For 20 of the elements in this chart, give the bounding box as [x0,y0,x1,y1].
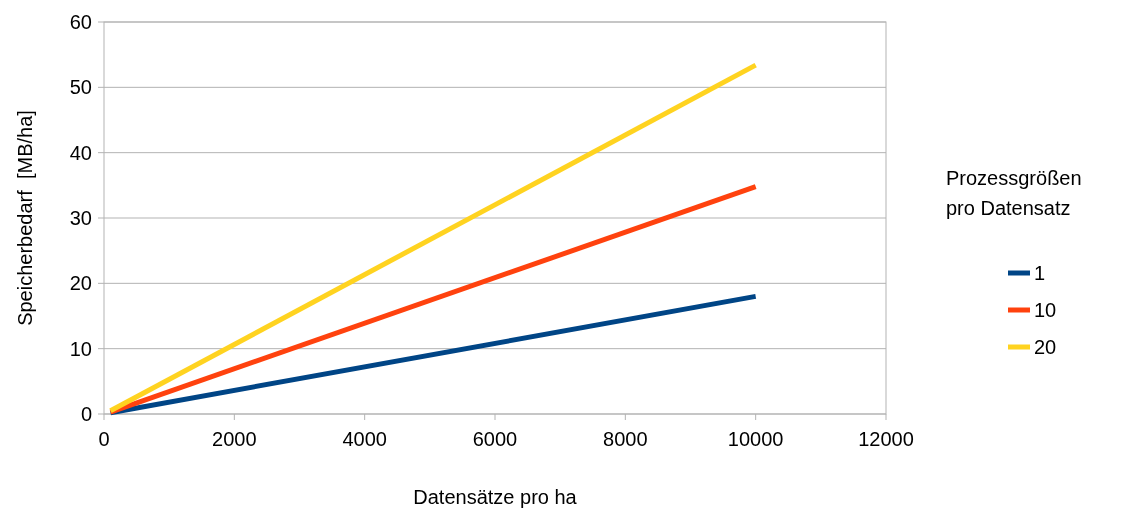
x-tick-label: 10000 [727,428,784,450]
x-axis-title: Datensätze pro ha [413,486,578,508]
y-tick-label: 60 [69,11,92,33]
x-tick-label: 2000 [212,428,257,450]
y-tick-label: 50 [69,76,92,99]
y-tick-label: 20 [69,272,92,295]
legend-label: 20 [1034,336,1057,358]
y-axis-title: Speicherbedarf [MB/ha] [14,110,36,326]
y-tick-label: 0 [80,403,92,425]
x-tick-label: 12000 [858,428,914,450]
legend-title: Prozessgrößen pro Datensatz [946,167,1082,219]
x-tick-label: 8000 [603,428,648,450]
y-tick-label: 30 [69,207,92,229]
x-tick-label: 6000 [472,428,518,450]
y-tick-label: 40 [69,141,92,164]
legend-label: 1 [1034,262,1046,284]
x-tick-label: 0 [98,428,110,450]
legend-label: 10 [1034,299,1057,321]
y-tick-label: 10 [69,337,92,360]
x-tick-label: 4000 [342,428,387,450]
